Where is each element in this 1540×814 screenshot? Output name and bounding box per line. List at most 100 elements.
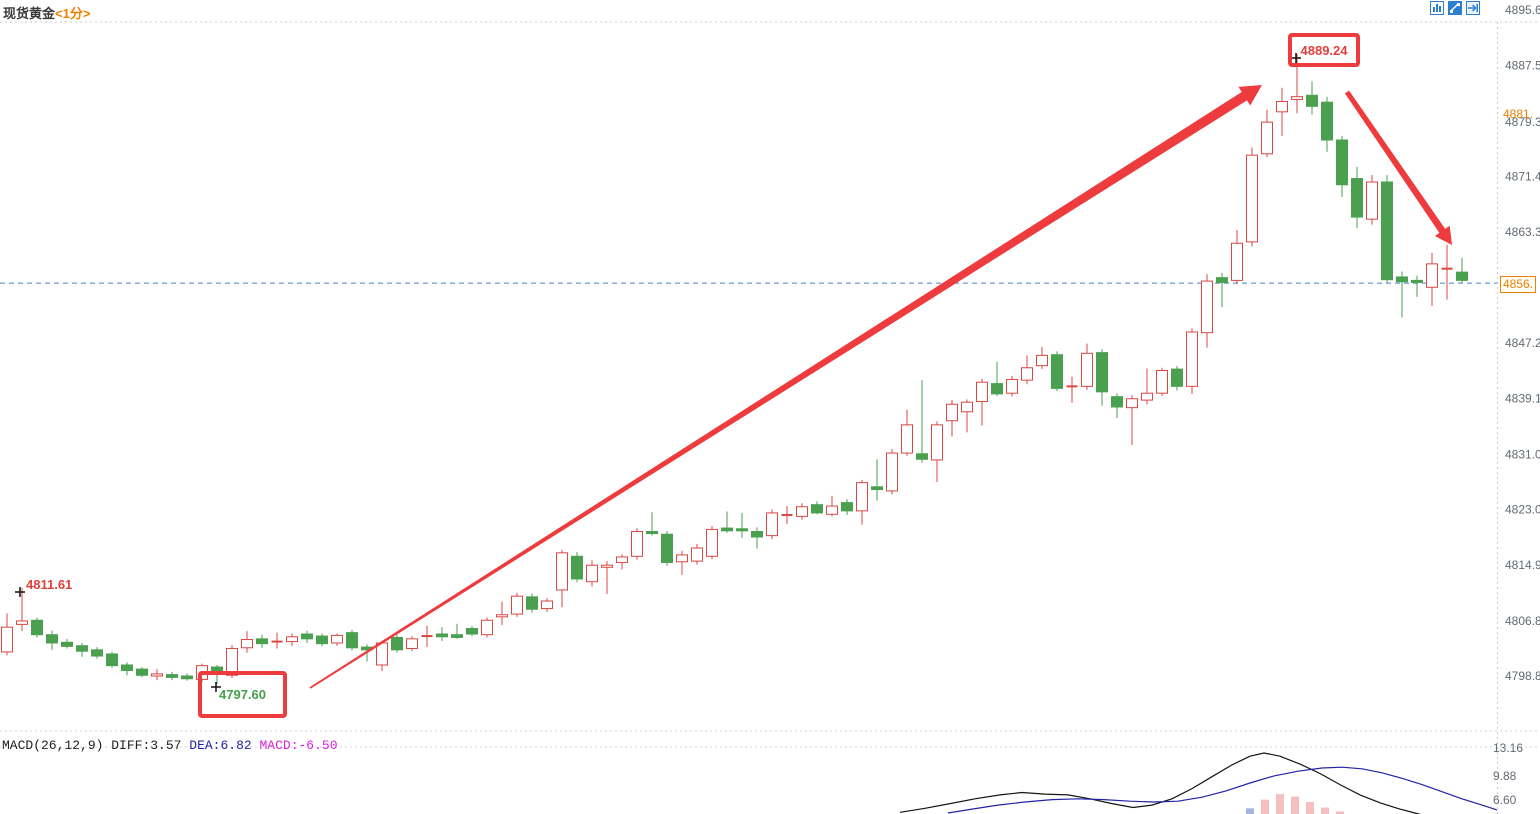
macd-histogram-bar xyxy=(1321,807,1329,814)
candle xyxy=(706,526,718,560)
candle xyxy=(1231,230,1243,284)
candle xyxy=(946,400,958,437)
candle xyxy=(646,512,658,536)
candle xyxy=(991,361,1003,396)
candle xyxy=(1,613,13,656)
macd-histogram-bar xyxy=(1306,801,1314,814)
chart-toolbar xyxy=(1430,1,1480,15)
candle xyxy=(556,550,568,608)
chart-title: 现货黄金<1分> xyxy=(3,3,90,22)
candle xyxy=(1441,244,1453,300)
candle xyxy=(1201,274,1213,348)
macd-diff-value: DIFF:3.57 xyxy=(111,738,182,753)
price-axis-label: 4863.3 xyxy=(1505,225,1540,239)
candle xyxy=(241,631,253,653)
candle xyxy=(976,378,988,426)
candle xyxy=(496,601,508,626)
candle xyxy=(1111,393,1123,418)
candle xyxy=(1066,376,1078,403)
candle xyxy=(61,638,73,649)
candle xyxy=(736,512,748,538)
macd-diff-line xyxy=(899,752,1422,814)
candle xyxy=(166,671,178,681)
candle xyxy=(961,399,973,433)
candle xyxy=(181,673,193,681)
trend-arrow xyxy=(1344,90,1452,245)
candle xyxy=(346,629,358,651)
price-axis-label: 4879.3 xyxy=(1505,115,1540,129)
candle xyxy=(1261,109,1273,158)
candle xyxy=(1426,252,1438,306)
candle xyxy=(1321,96,1333,152)
candle xyxy=(286,633,298,646)
candle xyxy=(406,636,418,652)
candle xyxy=(886,448,898,495)
candle xyxy=(526,593,538,613)
candle xyxy=(151,669,163,681)
left-high-price-label: 4811.61 xyxy=(26,577,73,592)
cross-marker xyxy=(211,682,221,692)
candle xyxy=(811,501,823,515)
candle xyxy=(676,550,688,575)
macd-axis-label: 13.16 xyxy=(1493,741,1523,755)
price-axis-label: 4814.9 xyxy=(1505,558,1540,572)
candle xyxy=(1171,365,1183,391)
candle xyxy=(1126,395,1138,445)
candle xyxy=(871,459,883,501)
candle xyxy=(16,587,28,632)
candle xyxy=(721,511,733,533)
macd-dea-line xyxy=(947,766,1498,814)
candle xyxy=(421,625,433,648)
candle xyxy=(1366,175,1378,225)
price-axis-label: 4823.0 xyxy=(1505,502,1540,516)
candle xyxy=(46,630,58,650)
draw-trendline-icon[interactable] xyxy=(1448,1,1462,15)
candle xyxy=(1456,257,1468,283)
candle xyxy=(1081,343,1093,390)
candle xyxy=(391,634,403,653)
price-axis-label: 4847.2 xyxy=(1505,336,1540,350)
interval-label: <1分> xyxy=(55,6,91,21)
high-price-annotation-box: 4889.24 xyxy=(1288,33,1360,67)
candle xyxy=(106,651,118,668)
candle xyxy=(841,499,853,515)
candle xyxy=(136,667,148,678)
candle xyxy=(256,634,268,648)
candle xyxy=(661,530,673,566)
candle xyxy=(1051,351,1063,392)
candle xyxy=(1036,347,1048,370)
price-axis-label: 4806.8 xyxy=(1505,614,1540,628)
candle xyxy=(1141,368,1153,405)
macd-histogram-bar xyxy=(1336,811,1344,814)
candle xyxy=(1021,355,1033,385)
current-price-axis-label: 4856. xyxy=(1500,276,1537,293)
high-price-label: 4889.24 xyxy=(1300,42,1348,58)
candle xyxy=(901,409,913,456)
macd-histogram-bar xyxy=(1291,796,1299,814)
candle xyxy=(1396,271,1408,318)
indicator-panel-icon[interactable] xyxy=(1430,1,1444,15)
trend-arrow xyxy=(309,85,1262,689)
candle xyxy=(601,561,613,595)
candle xyxy=(781,506,793,524)
candle xyxy=(1186,328,1198,394)
candle xyxy=(1156,367,1168,396)
macd-formula-label: MACD(26,12,9) xyxy=(2,738,104,753)
candle xyxy=(931,421,943,482)
price-axis-label: 4887.5 xyxy=(1505,59,1540,73)
macd-indicator-header: MACD(26,12,9) DIFF:3.57 DEA:6.82 MACD:-6… xyxy=(2,738,338,753)
candle xyxy=(121,662,133,676)
candle xyxy=(466,625,478,637)
macd-histogram-bar xyxy=(1246,808,1254,814)
candle xyxy=(916,380,928,463)
pan-right-icon[interactable] xyxy=(1466,1,1480,15)
low-price-annotation-box: 4797.60 xyxy=(198,671,287,718)
macd-dea-value: DEA:6.82 xyxy=(189,738,252,753)
candle xyxy=(1276,87,1288,136)
price-axis-label: 4839.1 xyxy=(1505,392,1540,406)
candle xyxy=(1006,376,1018,397)
candle xyxy=(1096,349,1108,406)
low-price-label: 4797.60 xyxy=(219,687,266,702)
